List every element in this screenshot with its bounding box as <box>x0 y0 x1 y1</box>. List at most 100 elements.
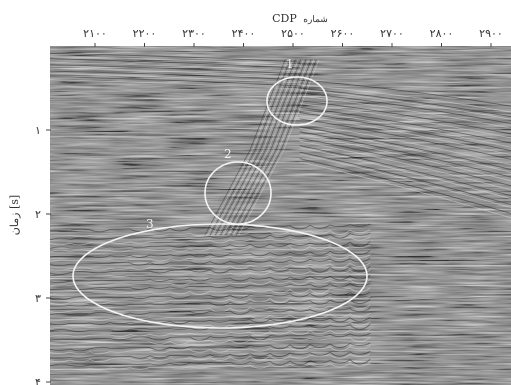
reflector-line <box>299 109 511 148</box>
reflector-line <box>50 53 301 63</box>
annotations: 1 2 3 <box>72 57 368 329</box>
reflector-line <box>238 59 320 236</box>
top-tick-label: ۲۷۰۰ <box>380 27 404 40</box>
reflector-line <box>222 59 304 236</box>
reflector-line <box>50 257 371 267</box>
top-axis: CDP شماره ۲۱۰۰ ۲۲۰۰ ۲۳۰۰ ۲۴۰۰ ۲۵۰۰ ۲۶۰۰ ۲۷۰۰ ۲۸… <box>83 12 503 47</box>
reflector-line <box>50 296 371 305</box>
reflector-line <box>50 358 371 367</box>
reflector-line <box>299 84 511 113</box>
reflector-line <box>50 229 371 237</box>
reflector-line <box>299 145 511 197</box>
reflector-line <box>50 241 371 249</box>
reflector-line <box>299 151 511 206</box>
reflector-line <box>50 333 371 341</box>
reflector-line <box>50 64 301 75</box>
reflector-line <box>50 321 371 329</box>
reflector-line <box>217 59 299 236</box>
top-tick-label: ۲۵۰۰ <box>281 27 305 40</box>
reflector-line <box>50 62 301 72</box>
reflector-line <box>299 161 511 219</box>
top-tick-label: ۲۲۰۰ <box>133 27 157 40</box>
reflector-line <box>299 115 511 156</box>
left-tick-label: ۴ <box>35 376 41 385</box>
reflector-line <box>50 76 301 87</box>
reflector-line <box>230 59 312 236</box>
top-tick-label: ۲۸۰۰ <box>430 27 454 40</box>
reflector-line <box>50 58 301 69</box>
reflector-line <box>299 158 511 214</box>
top-tick-label: ۲۴۰۰ <box>232 27 256 40</box>
reflector-line <box>50 56 301 66</box>
reflector-line <box>235 59 317 236</box>
top-tick-label: ۲۱۰۰ <box>83 27 107 40</box>
left-tick-label: ۲ <box>35 208 41 221</box>
reflector-line <box>50 274 371 283</box>
reflector-line <box>225 59 307 236</box>
reflector-line <box>204 59 286 236</box>
annotation-ellipse-1 <box>266 76 328 126</box>
reflector-line <box>299 153 511 209</box>
reflector-line <box>299 118 511 160</box>
annotation-ellipse-3 <box>72 223 368 329</box>
reflector-line <box>50 79 301 90</box>
reflector-line <box>299 103 511 139</box>
reflector-line <box>299 127 511 173</box>
reflector-line <box>299 137 511 187</box>
reflector-line <box>299 92 511 125</box>
left-axis: زمان [s] ۱ ۲ ۳ ۴ <box>8 124 51 385</box>
reflector-line <box>50 67 301 78</box>
reflector-line <box>50 345 371 355</box>
top-tick-label: ۲۳۰۰ <box>182 27 206 40</box>
reflector-line <box>50 299 371 307</box>
reflector-line <box>50 279 371 287</box>
reflector-line <box>299 126 511 171</box>
seismic-image <box>50 46 511 385</box>
annotation-label-3: 3 <box>146 217 154 231</box>
reflector-line <box>50 223 371 233</box>
left-tick-label: ۳ <box>35 292 41 305</box>
reflector-line <box>299 122 511 166</box>
reflector-line <box>209 59 291 236</box>
reflector-line <box>50 304 371 314</box>
left-tick-label: ۱ <box>35 124 41 137</box>
reflector-line <box>50 316 371 326</box>
reflector-line <box>299 112 511 152</box>
reflector-line <box>299 140 511 191</box>
reflector-line <box>50 250 371 259</box>
reflector-line <box>50 342 371 352</box>
reflector-line <box>50 287 371 296</box>
reflector-line <box>207 59 288 236</box>
reflector-line <box>299 147 511 200</box>
reflector-line <box>50 266 371 275</box>
reflector-line <box>50 336 371 345</box>
reflector-line <box>50 350 371 359</box>
top-axis-title-persian: شماره <box>303 15 328 25</box>
reflector-line <box>299 100 511 135</box>
reflector-line <box>299 95 511 129</box>
left-axis-title: زمان [s] <box>8 195 21 235</box>
reflector-line <box>50 307 371 316</box>
reflector-line <box>50 262 371 271</box>
top-axis-title-latin: CDP <box>272 12 297 25</box>
reflector-line <box>50 254 371 262</box>
top-tick-label: ۲۹۰۰ <box>479 27 503 40</box>
reflector-line <box>50 244 371 253</box>
reflector-line <box>212 59 294 236</box>
reflector-line <box>50 353 371 363</box>
reflector-line <box>50 362 371 371</box>
reflector-line <box>50 291 371 301</box>
reflector-line <box>299 134 511 182</box>
reflector-line <box>50 236 371 246</box>
annotation-label-1: 1 <box>286 57 294 71</box>
reflector-line <box>220 59 301 236</box>
reflector-line <box>50 282 371 291</box>
top-axis-title: CDP شماره <box>272 12 328 25</box>
reflector-line <box>228 59 309 236</box>
reflector-line <box>50 329 371 338</box>
reflector-line <box>215 59 296 236</box>
reflector-line <box>50 312 371 321</box>
top-tick-label: ۲۶۰۰ <box>331 27 355 40</box>
reflector-line <box>299 131 511 178</box>
